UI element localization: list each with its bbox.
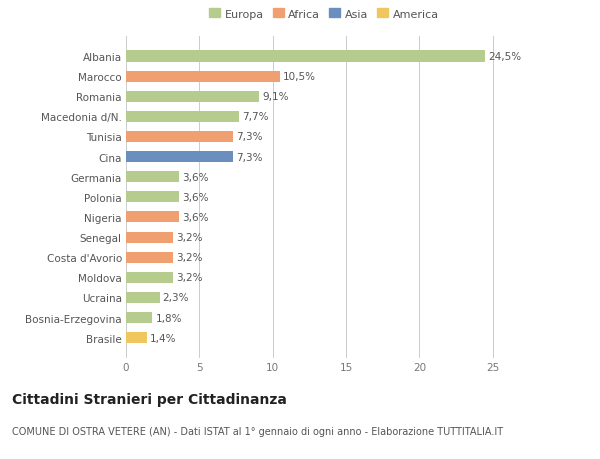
Text: 3,6%: 3,6% <box>182 192 208 202</box>
Text: 7,3%: 7,3% <box>236 152 263 162</box>
Text: 24,5%: 24,5% <box>488 52 521 62</box>
Text: 3,6%: 3,6% <box>182 213 208 223</box>
Bar <box>126 51 485 62</box>
Bar <box>126 192 179 203</box>
Text: 10,5%: 10,5% <box>283 72 316 82</box>
Text: 3,6%: 3,6% <box>182 172 208 182</box>
Text: 1,4%: 1,4% <box>149 333 176 343</box>
Bar <box>126 72 280 83</box>
Text: Cittadini Stranieri per Cittadinanza: Cittadini Stranieri per Cittadinanza <box>12 392 287 406</box>
Text: 3,2%: 3,2% <box>176 273 202 283</box>
Text: COMUNE DI OSTRA VETERE (AN) - Dati ISTAT al 1° gennaio di ogni anno - Elaborazio: COMUNE DI OSTRA VETERE (AN) - Dati ISTAT… <box>12 426 503 436</box>
Text: 9,1%: 9,1% <box>262 92 289 102</box>
Text: 3,2%: 3,2% <box>176 233 202 242</box>
Bar <box>126 172 179 183</box>
Bar <box>126 252 173 263</box>
Bar <box>126 272 173 283</box>
Bar <box>126 132 233 143</box>
Bar <box>126 312 152 323</box>
Text: 7,3%: 7,3% <box>236 132 263 142</box>
Text: 3,2%: 3,2% <box>176 252 202 263</box>
Bar <box>126 212 179 223</box>
Bar <box>126 332 146 343</box>
Bar <box>126 112 239 123</box>
Legend: Europa, Africa, Asia, America: Europa, Africa, Asia, America <box>207 7 441 22</box>
Bar <box>126 91 259 102</box>
Bar <box>126 151 233 163</box>
Text: 1,8%: 1,8% <box>155 313 182 323</box>
Bar <box>126 292 160 303</box>
Text: 7,7%: 7,7% <box>242 112 268 122</box>
Text: 2,3%: 2,3% <box>163 293 189 303</box>
Bar <box>126 232 173 243</box>
